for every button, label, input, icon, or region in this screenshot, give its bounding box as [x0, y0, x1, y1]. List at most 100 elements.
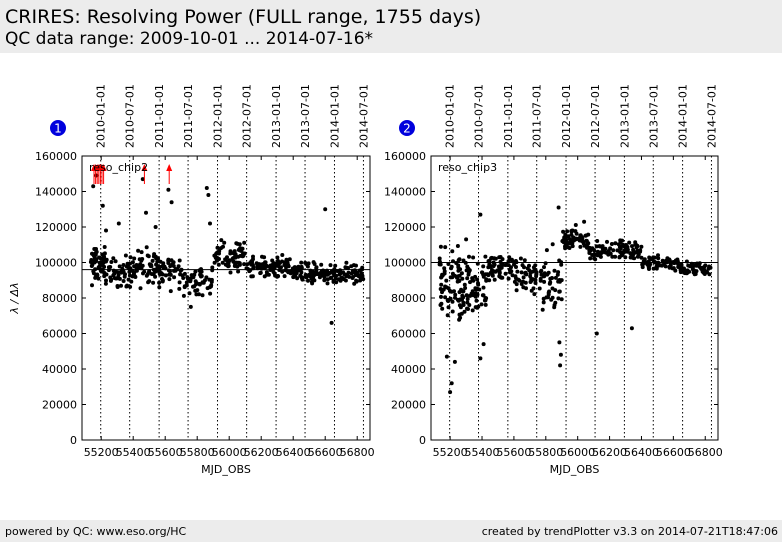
panel-number-label: 1: [54, 122, 62, 136]
data-point: [251, 265, 256, 270]
x-tick-label: 56000: [560, 446, 595, 459]
data-point: [613, 254, 618, 259]
data-point: [177, 258, 182, 263]
data-point: [100, 263, 105, 268]
data-point: [91, 271, 96, 276]
data-point: [517, 278, 522, 283]
data-point: [310, 281, 315, 286]
y-tick-label: 120000: [384, 221, 426, 234]
outlier-arrow-head: [100, 164, 107, 171]
data-point: [541, 300, 546, 305]
data-point: [231, 256, 236, 261]
data-point: [184, 280, 189, 285]
data-point: [675, 257, 680, 262]
date-marker-label: 2013-01-01: [270, 84, 283, 148]
data-point: [685, 268, 690, 273]
data-point: [484, 278, 489, 283]
data-point: [270, 258, 275, 263]
data-point: [123, 253, 128, 258]
data-point: [242, 240, 247, 245]
data-point: [333, 276, 338, 281]
data-point: [600, 246, 605, 251]
data-point: [157, 285, 162, 290]
data-point: [543, 261, 548, 266]
data-point: [490, 272, 495, 277]
data-point: [444, 278, 449, 283]
data-point: [119, 283, 123, 288]
data-point: [144, 245, 149, 250]
data-point: [479, 302, 484, 307]
data-point: [200, 280, 205, 285]
data-point: [465, 297, 470, 301]
data-point: [442, 271, 447, 276]
data-point: [452, 289, 456, 294]
data-point: [209, 277, 214, 282]
data-point: [208, 221, 212, 226]
footer-credit: powered by QC: www.eso.org/HC: [5, 525, 187, 538]
data-point: [443, 245, 448, 250]
data-point: [157, 280, 162, 285]
data-point: [280, 253, 285, 257]
data-point: [621, 242, 626, 247]
data-point: [245, 262, 250, 267]
data-point: [533, 277, 538, 282]
x-tick-label: 55400: [116, 446, 151, 459]
data-point: [457, 317, 462, 322]
data-point: [455, 297, 460, 302]
data-point: [679, 263, 684, 268]
data-point: [445, 313, 450, 318]
data-point: [594, 331, 599, 336]
data-point: [500, 257, 505, 262]
data-point: [90, 283, 94, 288]
data-point: [228, 251, 233, 256]
data-point: [559, 262, 564, 267]
data-point: [144, 210, 148, 215]
data-point: [623, 245, 628, 250]
data-point: [320, 273, 325, 278]
y-axis-label: λ / Δλ: [8, 282, 21, 314]
data-point: [573, 223, 578, 227]
data-point: [228, 270, 233, 275]
data-point: [618, 246, 623, 251]
data-point: [587, 251, 592, 255]
data-point: [457, 312, 462, 317]
data-point: [597, 244, 602, 249]
data-point: [344, 274, 349, 279]
data-point: [439, 294, 443, 299]
data-point: [349, 264, 354, 269]
data-point: [177, 280, 182, 285]
data-point: [546, 292, 551, 297]
data-point: [503, 271, 508, 276]
data-point: [483, 296, 488, 300]
data-point: [440, 306, 445, 311]
data-point: [115, 270, 120, 275]
data-point: [553, 300, 558, 305]
data-point: [673, 268, 678, 273]
data-point: [615, 248, 620, 253]
data-point: [690, 264, 695, 269]
data-point: [126, 277, 131, 282]
data-point: [112, 271, 117, 276]
data-point: [448, 390, 453, 395]
data-point: [620, 252, 624, 257]
x-axis-label: MJD_OBS: [201, 463, 251, 476]
data-point: [450, 271, 455, 276]
data-point: [629, 326, 634, 331]
data-point: [449, 266, 454, 271]
data-point: [648, 262, 653, 267]
data-point: [470, 276, 475, 281]
data-point: [319, 262, 324, 267]
data-point: [196, 292, 201, 297]
y-tick-label: 80000: [42, 292, 77, 305]
data-point: [232, 251, 237, 256]
data-point: [493, 256, 498, 261]
data-point: [346, 270, 351, 275]
data-point: [299, 275, 304, 280]
data-point: [188, 277, 193, 282]
data-point: [100, 203, 105, 208]
data-point: [96, 276, 101, 281]
y-tick-label: 40000: [391, 363, 426, 376]
data-point: [611, 248, 616, 253]
data-point: [520, 263, 525, 268]
data-point: [251, 254, 255, 259]
